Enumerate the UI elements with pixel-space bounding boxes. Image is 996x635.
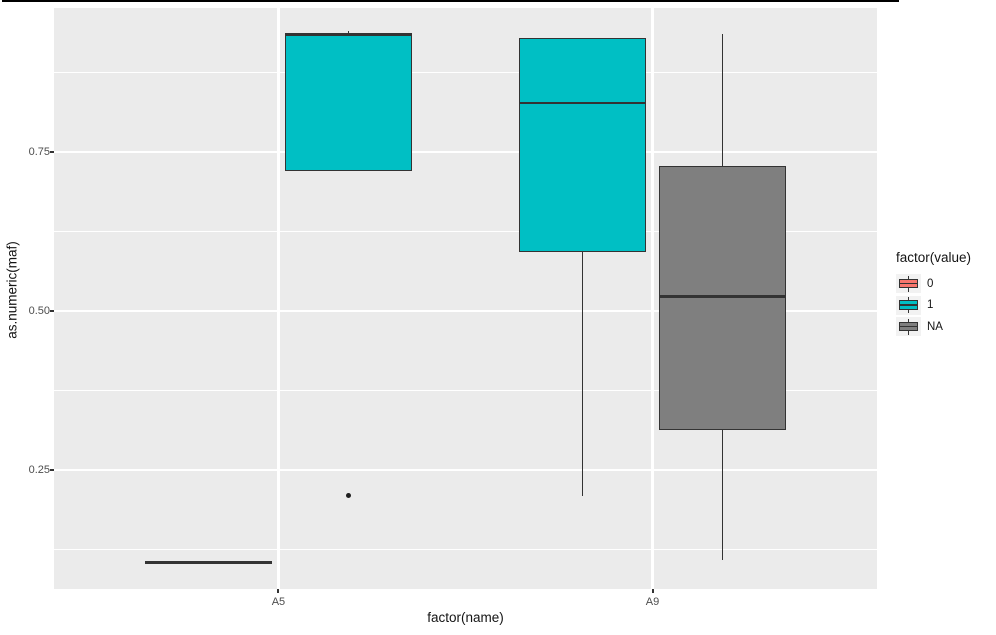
window-top-border [2, 0, 899, 2]
gridline-minor-y [54, 71, 877, 74]
boxplot-median-line [285, 33, 413, 36]
outlier-point [346, 493, 352, 498]
legend: factor(value) 0 1 NA [896, 250, 996, 339]
x-tick-label: A5 [271, 596, 286, 608]
legend-entry-label: NA [927, 320, 943, 333]
legend-entry: 1 [896, 295, 996, 315]
y-axis-tick [50, 151, 54, 154]
y-axis-tick [50, 310, 54, 313]
y-axis-title: as.numeric(maf) [4, 241, 20, 339]
x-tick-label: A9 [645, 596, 660, 608]
legend-entry-label: 0 [927, 277, 934, 290]
y-tick-label: 0.50 [28, 305, 50, 318]
boxplot-box [285, 34, 413, 172]
legend-entry-label: 1 [927, 299, 934, 311]
legend-key-median-line [899, 304, 918, 306]
x-axis-tick [651, 589, 654, 593]
whisker-upper [721, 33, 724, 167]
whisker-lower [721, 429, 724, 561]
legend-entry: 0 [896, 274, 996, 293]
legend-key-median-line [899, 282, 918, 285]
gridline-major-y [54, 468, 877, 472]
boxplot-box-flat [144, 560, 272, 564]
y-tick-label: 0.75 [28, 146, 50, 159]
legend-key-tile [896, 317, 921, 336]
legend-title: factor(value) [896, 250, 972, 265]
legend-entry: NA [896, 317, 996, 336]
y-tick-label: 0.25 [28, 464, 50, 477]
x-axis-title: factor(name) [427, 610, 504, 625]
gridline-minor-y [54, 548, 877, 551]
legend-keys: 0 1 NA [896, 274, 996, 336]
legend-key-tile [896, 295, 921, 315]
gridline-major-x [651, 8, 654, 589]
legend-key-median-line [899, 325, 918, 328]
y-axis-tick [50, 469, 54, 472]
whisker-lower [581, 251, 584, 496]
boxplot-box [518, 37, 646, 252]
gridline-minor-y [54, 389, 877, 392]
gridline-major-x [277, 8, 280, 589]
plot-panel [54, 8, 877, 589]
legend-key-tile [896, 274, 921, 293]
gridline-minor-y [54, 230, 877, 233]
boxplot-median-line [518, 101, 646, 105]
whisker-upper [347, 31, 350, 35]
x-axis-tick [277, 589, 280, 593]
boxplot-box [659, 166, 787, 430]
gridline-major-y [54, 309, 877, 313]
gridline-major-y [54, 150, 877, 154]
boxplot-median-line [659, 295, 787, 298]
